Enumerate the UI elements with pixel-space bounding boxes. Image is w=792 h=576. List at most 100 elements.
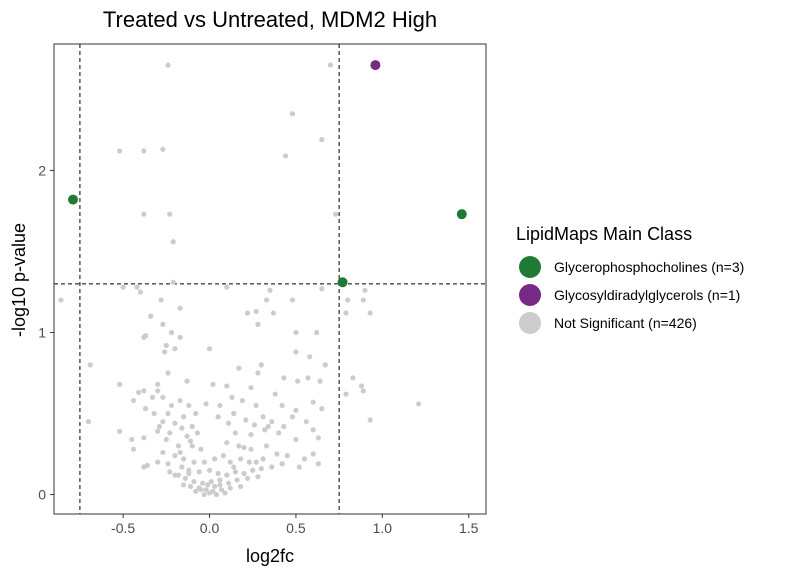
not-significant-point xyxy=(189,423,195,430)
not-significant-point xyxy=(215,414,221,420)
not-significant-point xyxy=(217,482,223,488)
not-significant-point xyxy=(117,381,123,387)
not-significant-point xyxy=(234,477,240,483)
not-significant-point xyxy=(360,297,366,303)
not-significant-point xyxy=(175,443,182,449)
not-significant-point xyxy=(165,410,171,417)
not-significant-point xyxy=(170,239,176,245)
not-significant-point xyxy=(236,443,242,449)
legend-key xyxy=(519,256,541,278)
not-significant-point xyxy=(177,305,183,311)
legend-key xyxy=(519,312,541,334)
not-significant-point xyxy=(319,137,325,143)
x-tick-label: 1.5 xyxy=(459,520,479,536)
not-significant-point xyxy=(241,444,247,451)
not-significant-point xyxy=(203,401,209,407)
not-significant-point xyxy=(253,308,259,315)
not-significant-point xyxy=(232,430,239,436)
not-significant-point xyxy=(149,394,156,400)
not-significant-point xyxy=(175,472,182,478)
not-significant-point xyxy=(260,456,266,462)
not-significant-point xyxy=(289,414,296,420)
not-significant-point xyxy=(310,399,316,405)
significant-point xyxy=(337,277,348,288)
not-significant-point xyxy=(281,375,287,381)
not-significant-point xyxy=(267,287,273,293)
not-significant-point xyxy=(141,464,147,470)
not-significant-point xyxy=(163,436,169,443)
x-tick-label: 0.0 xyxy=(200,520,220,536)
not-significant-point xyxy=(136,389,142,396)
not-significant-point xyxy=(279,402,285,409)
legend-label: Glycosyldiradylglycerols (n=1) xyxy=(554,287,740,303)
not-significant-point xyxy=(272,391,278,397)
not-significant-point xyxy=(301,456,308,462)
not-significant-point xyxy=(246,459,252,465)
not-significant-point xyxy=(222,490,228,496)
not-significant-point xyxy=(142,333,149,339)
not-significant-point xyxy=(217,477,223,483)
not-significant-point xyxy=(276,430,282,436)
not-significant-point xyxy=(206,467,213,473)
not-significant-point xyxy=(172,420,178,426)
not-significant-point xyxy=(142,406,149,412)
not-significant-point xyxy=(317,378,323,384)
legend-label: Glycerophosphocholines (n=3) xyxy=(554,259,744,275)
not-significant-point xyxy=(189,443,195,449)
not-significant-point xyxy=(219,487,225,493)
not-significant-point xyxy=(227,459,233,465)
not-significant-point xyxy=(155,388,161,394)
significant-point xyxy=(370,60,381,71)
not-significant-point xyxy=(231,464,237,470)
not-significant-point xyxy=(310,427,316,433)
not-significant-point xyxy=(293,436,299,443)
not-significant-point xyxy=(212,456,218,462)
significant-point xyxy=(68,194,79,205)
not-significant-point xyxy=(182,475,188,481)
not-significant-point xyxy=(165,62,171,68)
not-significant-point xyxy=(193,410,199,417)
not-significant-point xyxy=(296,464,302,470)
not-significant-point xyxy=(177,449,183,456)
not-significant-point xyxy=(269,419,275,425)
not-significant-point xyxy=(362,287,368,293)
not-significant-point xyxy=(289,111,296,117)
not-significant-point xyxy=(220,453,226,459)
not-significant-point xyxy=(181,482,187,488)
not-significant-point xyxy=(184,433,190,439)
not-significant-point xyxy=(206,346,213,352)
not-significant-point xyxy=(367,417,373,423)
not-significant-point xyxy=(160,321,166,327)
not-significant-point xyxy=(238,483,244,490)
not-significant-point xyxy=(155,459,161,465)
not-significant-point xyxy=(253,402,259,409)
not-significant-point xyxy=(350,375,356,381)
data-points xyxy=(58,60,467,498)
not-significant-point xyxy=(258,466,264,472)
not-significant-point xyxy=(345,297,351,303)
x-tick-label: 1.0 xyxy=(373,520,393,536)
not-significant-point xyxy=(367,310,373,316)
not-significant-point xyxy=(155,428,161,434)
not-significant-point xyxy=(172,346,178,352)
not-significant-point xyxy=(293,349,299,355)
not-significant-point xyxy=(255,321,261,327)
not-significant-point xyxy=(416,401,422,407)
not-significant-point xyxy=(319,406,325,412)
not-significant-point xyxy=(232,469,239,475)
not-significant-point xyxy=(319,286,325,292)
not-significant-point xyxy=(187,483,194,490)
not-significant-point xyxy=(167,430,173,436)
not-significant-point xyxy=(315,435,321,441)
not-significant-point xyxy=(310,451,316,457)
not-significant-point xyxy=(248,384,254,391)
not-significant-point xyxy=(160,394,166,400)
not-significant-point xyxy=(179,464,185,470)
not-significant-point xyxy=(187,438,194,444)
not-significant-point xyxy=(206,490,213,496)
not-significant-point xyxy=(327,62,334,68)
not-significant-point xyxy=(58,297,64,303)
x-axis-title: log2fc xyxy=(246,546,294,566)
y-axis-title: -log10 p-value xyxy=(9,223,29,337)
